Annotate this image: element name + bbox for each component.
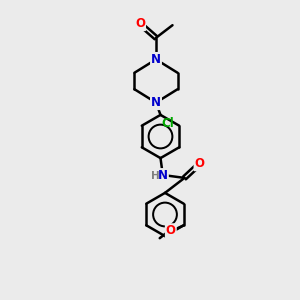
Text: O: O (135, 17, 145, 30)
Text: N: N (158, 169, 168, 182)
Text: H: H (151, 171, 160, 181)
Text: N: N (151, 96, 161, 109)
Text: N: N (151, 96, 161, 109)
Text: O: O (194, 157, 205, 170)
Text: O: O (166, 224, 176, 237)
Text: Cl: Cl (161, 117, 174, 130)
Text: N: N (151, 53, 161, 66)
